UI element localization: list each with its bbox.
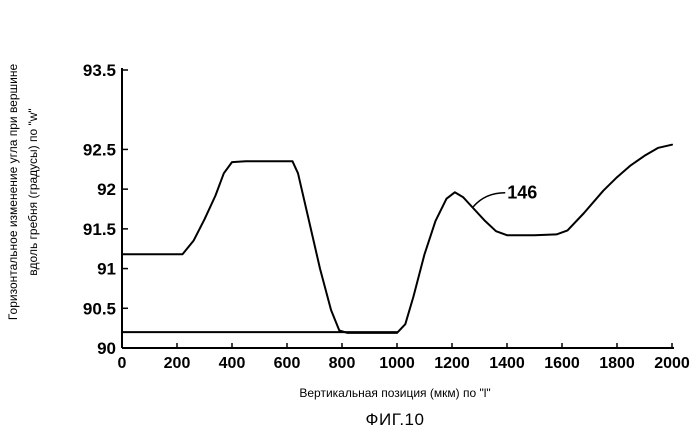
x-tick-label: 400 [219, 355, 246, 372]
x-tick-label: 2000 [654, 355, 690, 372]
x-axis-title: Вертикальная позиция (мкм) по "l" [299, 386, 491, 400]
x-tick-label: 800 [329, 355, 356, 372]
ticks: 0 200 400 600 800 1000 1200 1400 1600 1800 2000 90 9… [83, 61, 690, 372]
x-tick-label: 1800 [599, 355, 635, 372]
y-tick-label: 92 [97, 180, 116, 199]
annotations: 146 [472, 183, 537, 208]
x-tick-label: 1600 [544, 355, 580, 372]
x-tick-label: 0 [118, 355, 127, 372]
y-axis-title-line-2: вдоль гребня (градусы) по "w" [26, 108, 40, 276]
series-line-1 [121, 143, 673, 334]
x-tick-label: 1000 [379, 355, 415, 372]
y-tick-label: 92.5 [83, 140, 116, 159]
plot-lines [121, 143, 673, 334]
x-tick-label: 1400 [489, 355, 525, 372]
annotation-label: 146 [507, 183, 537, 203]
y-tick-label: 91 [97, 260, 116, 279]
y-tick-label: 90.5 [83, 299, 116, 318]
figure-caption: ФИГ.10 [365, 410, 425, 429]
annotation-leader-line [472, 191, 506, 208]
y-tick-label: 91.5 [83, 220, 116, 239]
y-tick-label: 93.5 [83, 61, 116, 80]
y-axis-title-line-1: Горизонтальное изменение угла при вершин… [6, 63, 20, 321]
x-tick-label: 200 [164, 355, 191, 372]
x-tick-label: 600 [274, 355, 301, 372]
x-tick-label: 1200 [434, 355, 470, 372]
y-tick-label: 90 [97, 339, 116, 358]
axes [121, 68, 674, 349]
